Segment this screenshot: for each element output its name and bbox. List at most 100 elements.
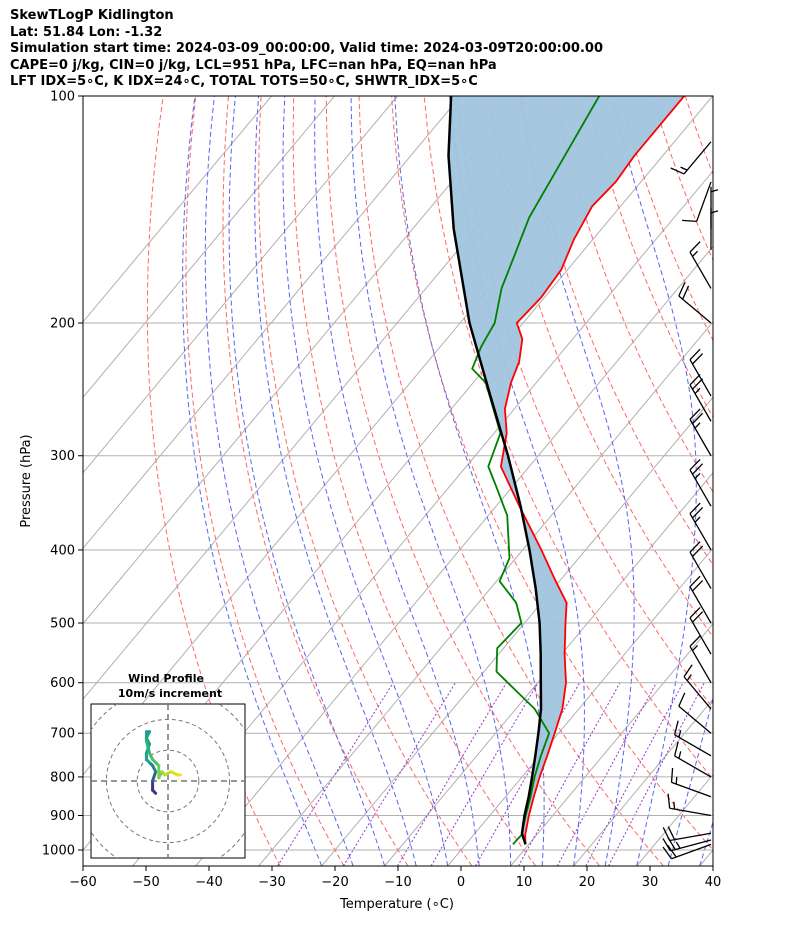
barb-flag-full — [670, 167, 685, 175]
isotherm-line — [763, 96, 794, 866]
dry-adiabat-line — [456, 96, 713, 709]
barb-flag-full — [683, 664, 693, 678]
hodograph-segment — [144, 739, 152, 755]
isotherm-line — [83, 96, 272, 323]
wind-barbs — [662, 141, 719, 860]
y-tick-label: 1000 — [42, 844, 75, 859]
isotherm-line — [83, 96, 524, 625]
wind-barb — [662, 826, 712, 842]
dry-adiabat-line — [325, 96, 600, 866]
dry-adiabat-line — [783, 96, 794, 866]
barb-staff — [669, 807, 712, 817]
barb-staff — [689, 586, 712, 624]
moist-adiabat-line — [519, 96, 635, 866]
wind-barb — [683, 664, 712, 710]
x-tick-label: 0 — [457, 875, 465, 890]
wind-barb — [689, 348, 712, 397]
barb-staff — [671, 843, 712, 860]
barb-flag-full — [689, 541, 701, 553]
barb-flag-full — [682, 285, 690, 300]
dry-adiabat-line — [619, 96, 713, 342]
mixing-ratio-line — [518, 682, 621, 866]
wind-barb — [689, 408, 712, 457]
mixing-ratio-line — [556, 682, 657, 866]
barb-staff — [674, 755, 712, 778]
barb-flag-full — [662, 827, 671, 841]
x-tick-label: 10 — [516, 875, 533, 890]
barb-flag-full — [689, 408, 701, 420]
dry-adiabat-line — [258, 96, 473, 866]
dry-adiabat-line — [586, 96, 713, 419]
barb-flag-half — [694, 472, 701, 479]
moist-adiabat-line — [254, 96, 417, 866]
wind-barb — [670, 767, 712, 798]
parcel-area-fill — [448, 96, 685, 845]
wind-barb — [678, 282, 712, 324]
barb-flag-half — [678, 751, 682, 759]
barb-flag-full — [689, 458, 701, 471]
barb-flag-full — [689, 575, 701, 588]
wind-barb — [673, 720, 712, 757]
barb-staff — [669, 832, 712, 842]
dry-adiabat-line — [521, 96, 713, 566]
barb-flag-full — [673, 741, 679, 757]
barb-flag-half — [694, 516, 701, 523]
moist-adiabat-line — [350, 96, 512, 866]
y-tick-label: 900 — [50, 809, 75, 824]
y-tick-label: 400 — [50, 543, 75, 558]
barb-flag-full — [689, 241, 701, 253]
dry-adiabat-line — [391, 96, 713, 851]
barb-flag-half — [710, 189, 719, 193]
barb-flag-full — [667, 826, 676, 840]
barb-flag-full — [689, 635, 701, 647]
wind-barb — [678, 692, 712, 734]
barb-flag-full — [692, 545, 704, 557]
barb-staff — [689, 359, 712, 397]
moist-adiabat-line — [182, 96, 323, 866]
barb-staff — [671, 781, 712, 798]
mixing-ratio-line — [397, 682, 507, 866]
dry-adiabat-line — [751, 96, 794, 866]
barb-flag-full — [692, 611, 704, 623]
barb-flag-full — [670, 767, 674, 783]
chart-header: SkewTLogP Kidlington Lat: 51.84 Lon: -1.… — [10, 8, 780, 91]
mixing-ratio-line — [430, 682, 539, 866]
wind-barb — [689, 458, 712, 507]
barb-flag-full — [673, 720, 679, 735]
barb-flag-half — [673, 801, 676, 810]
isotherm-line — [258, 321, 713, 866]
barb-staff — [689, 419, 712, 457]
dry-adiabat-line — [652, 96, 713, 261]
isotherm-line — [83, 96, 398, 474]
barb-flag-full — [678, 282, 686, 297]
moist-adiabat-line — [667, 696, 713, 866]
moist-adiabat-line — [282, 96, 449, 866]
y-tick-label: 800 — [50, 770, 75, 785]
barb-flag-full — [682, 219, 697, 223]
mixing-ratio-line — [585, 682, 684, 866]
dry-adiabat-line — [292, 96, 537, 866]
moist-adiabat-line — [228, 96, 386, 866]
barb-flag-half — [678, 730, 682, 738]
barb-staff — [689, 469, 712, 507]
barb-staff — [689, 251, 712, 289]
hodograph-title: Wind Profile — [128, 672, 204, 685]
temperature-line — [499, 96, 685, 845]
dry-adiabat-line — [185, 96, 345, 866]
mixing-ratio-line — [342, 682, 456, 866]
dry-adiabat-line — [146, 96, 281, 866]
barb-staff — [683, 676, 712, 710]
moist-adiabat-line — [731, 96, 794, 866]
barb-flag-half — [694, 422, 701, 429]
dry-adiabat-line — [222, 96, 409, 866]
moist-adiabat-line — [314, 96, 480, 866]
barb-flag-half — [686, 674, 692, 681]
y-tick-label: 200 — [50, 316, 75, 331]
barb-flag-half — [692, 250, 699, 257]
barb-flag-half — [692, 644, 699, 652]
barb-flag-full — [692, 412, 704, 425]
sounding-profiles — [447, 96, 685, 846]
moist-adiabat-line — [611, 96, 697, 866]
y-axis-label: Pressure (hPa) — [19, 434, 34, 527]
barb-flag-half — [680, 166, 688, 171]
